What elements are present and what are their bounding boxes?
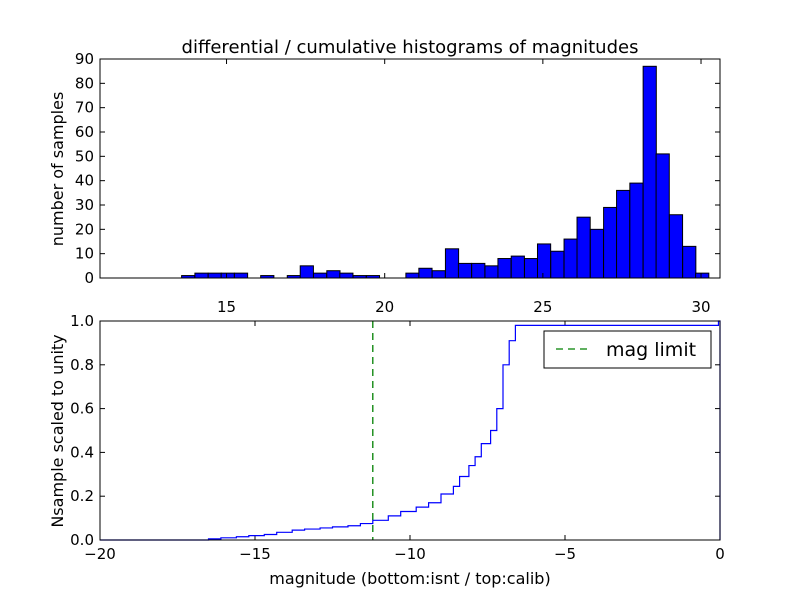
histogram-bar	[524, 258, 539, 279]
bottom-plot-frame	[99, 320, 721, 541]
top-x-tick-label: 15	[217, 298, 236, 316]
top-y-tick-label: 80	[75, 74, 94, 92]
bottom-x-tick-label: −5	[554, 545, 576, 563]
bottom-y-tick-label: 0.4	[70, 443, 94, 461]
top-y-tick-label: 30	[75, 196, 94, 214]
bottom-y-tick-label: 0.0	[70, 531, 94, 549]
top-panel: differential / cumulative histograms of …	[48, 37, 721, 316]
top-plot-frame	[99, 58, 721, 279]
top-y-tick-label: 50	[75, 147, 94, 165]
histogram-bar	[233, 272, 249, 279]
histogram-bar	[418, 267, 433, 279]
histogram-bar	[629, 182, 644, 279]
bottom-x-tick-label: −15	[239, 545, 271, 563]
top-y-tick-label: 10	[75, 245, 94, 263]
cumulative-step-line	[100, 320, 721, 541]
histogram-bar	[576, 216, 591, 279]
legend: mag limit	[543, 330, 712, 369]
top-y-axis-label: number of samples	[48, 92, 67, 247]
histogram-bar	[550, 250, 565, 279]
histogram-bar	[616, 189, 631, 279]
top-x-tick-label: 30	[691, 298, 710, 316]
top-y-tick-label: 60	[75, 123, 94, 141]
bottom-panel: 0.0 0.2 0.4 0.6 0.8 1.0 −20 −15 −10 −5 0 magnitud…	[48, 312, 725, 588]
histogram-bar	[326, 270, 341, 279]
histogram-bar	[589, 228, 604, 279]
histogram-bar	[220, 272, 235, 279]
histogram-bar	[457, 262, 473, 279]
top-y-ticks: 0 10 20 30 40 50 60 70 80 90	[75, 50, 720, 287]
histogram-bar	[484, 265, 499, 279]
histogram-bar	[642, 65, 657, 279]
histogram-bar	[682, 245, 697, 279]
histogram-bar	[471, 262, 486, 279]
histogram-bar	[603, 206, 618, 279]
top-y-tick-label: 40	[75, 172, 94, 190]
histogram-bar	[655, 153, 670, 279]
histogram-bar	[299, 265, 314, 279]
histogram-bar	[510, 255, 525, 279]
bottom-y-tick-label: 0.8	[70, 356, 94, 374]
top-x-tick-label: 20	[375, 298, 394, 316]
legend-label-mag-limit: mag limit	[606, 339, 696, 361]
histogram-bar	[313, 272, 328, 279]
bottom-x-axis-label: magnitude (bottom:isnt / top:calib)	[269, 569, 550, 588]
histogram-bar	[668, 214, 684, 279]
bottom-y-tick-label: 0.6	[70, 400, 94, 418]
bottom-y-tick-label: 1.0	[70, 312, 94, 330]
top-chart-title: differential / cumulative histograms of …	[182, 37, 639, 58]
bottom-y-ticks: 0.0 0.2 0.4 0.6 0.8 1.0	[70, 312, 720, 549]
histogram-bar	[536, 243, 552, 279]
histogram-bar	[431, 270, 446, 279]
bottom-y-axis-label: Nsample scaled to unity	[48, 334, 67, 527]
top-y-tick-label: 0	[84, 269, 94, 287]
histogram-bar	[405, 272, 420, 279]
bottom-x-tick-label: −20	[84, 545, 116, 563]
histogram-bar	[207, 272, 222, 279]
histogram-bar	[695, 272, 710, 279]
top-x-tick-label: 25	[533, 298, 552, 316]
top-y-tick-label: 70	[75, 99, 94, 117]
bottom-x-tick-label: −10	[394, 545, 426, 563]
bottom-x-ticks: −20 −15 −10 −5 0	[84, 321, 725, 563]
histogram-bar	[339, 272, 354, 279]
histogram-bar	[444, 248, 460, 279]
bottom-x-tick-label: 0	[715, 545, 725, 563]
histogram-bar	[563, 238, 578, 279]
histogram-bar	[497, 258, 512, 279]
top-y-tick-label: 90	[75, 50, 94, 68]
histogram-bar	[194, 272, 209, 279]
bottom-y-tick-label: 0.2	[70, 487, 94, 505]
top-x-ticks: 15 20 25 30	[217, 59, 711, 316]
top-y-tick-label: 20	[75, 220, 94, 238]
